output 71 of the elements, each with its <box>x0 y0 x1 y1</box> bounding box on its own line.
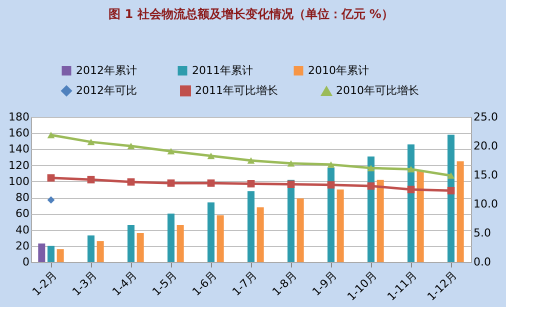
y-tick-label: 0 <box>22 256 30 268</box>
chart-title: 图 1 社会物流总额及增长变化情况（单位：亿元 %） <box>108 7 394 21</box>
x-tick-label: 1-8月 <box>270 268 300 298</box>
legend-label: 2010年累计 <box>308 64 369 77</box>
legend-label: 2011年累计 <box>192 64 253 77</box>
y-tick-label: 40 <box>16 223 30 236</box>
bar <box>88 235 94 262</box>
point <box>87 176 95 184</box>
x-tick-label: 1-5月 <box>150 268 180 298</box>
legend-label: 2012年累计 <box>76 64 137 77</box>
x-tick-label: 1-2月 <box>30 268 60 298</box>
y-tick-label: 140 <box>8 142 30 156</box>
y-tick-label: 120 <box>8 158 30 172</box>
point <box>407 166 415 172</box>
y-tick-label: 180 <box>8 110 30 124</box>
point <box>47 174 55 182</box>
point <box>207 152 215 160</box>
bar <box>248 191 254 262</box>
y2-tick-label: 25.0 <box>474 110 498 124</box>
y2-tick-label: 5.0 <box>474 226 491 240</box>
y-tick-label: 60 <box>16 207 30 220</box>
y2-tick-label: 20.0 <box>474 140 498 152</box>
bar <box>288 180 294 262</box>
point <box>87 138 95 146</box>
point <box>47 132 55 138</box>
bar <box>296 198 304 262</box>
bar <box>176 224 184 262</box>
point <box>247 180 255 188</box>
bar <box>136 233 144 262</box>
bar <box>208 202 214 262</box>
point <box>327 161 335 168</box>
bar <box>128 224 134 262</box>
legend-label: 2010年可比增长 <box>336 84 419 98</box>
bar <box>256 207 264 262</box>
y-tick-label: 160 <box>8 126 30 140</box>
x-tick-label: 1-3月 <box>70 268 100 298</box>
y-tick-label: 100 <box>8 174 30 188</box>
x-tick-label: 1-7月 <box>230 268 260 298</box>
point <box>367 164 375 172</box>
y-tick-label: 20 <box>16 239 30 252</box>
point <box>447 172 455 179</box>
point <box>247 157 255 164</box>
bar <box>328 168 334 262</box>
bar <box>168 214 174 262</box>
bar <box>376 180 384 262</box>
bar <box>216 215 224 262</box>
bar <box>96 241 104 262</box>
point <box>447 186 455 194</box>
point <box>287 160 295 167</box>
bar <box>336 190 344 262</box>
bar <box>48 246 54 262</box>
y2-tick-label: 15.0 <box>474 168 498 182</box>
y2-tick-label: 0.0 <box>474 256 491 268</box>
point <box>127 142 135 150</box>
point <box>47 196 55 204</box>
point <box>167 179 175 187</box>
x-tick-label: 1-4月 <box>110 268 140 298</box>
point <box>327 181 335 189</box>
point <box>207 179 215 187</box>
bar <box>416 170 424 262</box>
y-tick-label: 80 <box>16 191 30 204</box>
legend-label: 2011年可比增长 <box>195 84 278 97</box>
point <box>167 148 175 154</box>
bar <box>38 243 46 262</box>
point <box>287 180 295 188</box>
legend-label: 2012年可比 <box>76 84 137 97</box>
x-tick-label: 1-6月 <box>190 268 220 298</box>
bar <box>456 161 464 262</box>
x-tick-label: 1-9月 <box>310 268 340 298</box>
bar <box>56 249 64 262</box>
y2-tick-label: 10.0 <box>474 198 498 210</box>
